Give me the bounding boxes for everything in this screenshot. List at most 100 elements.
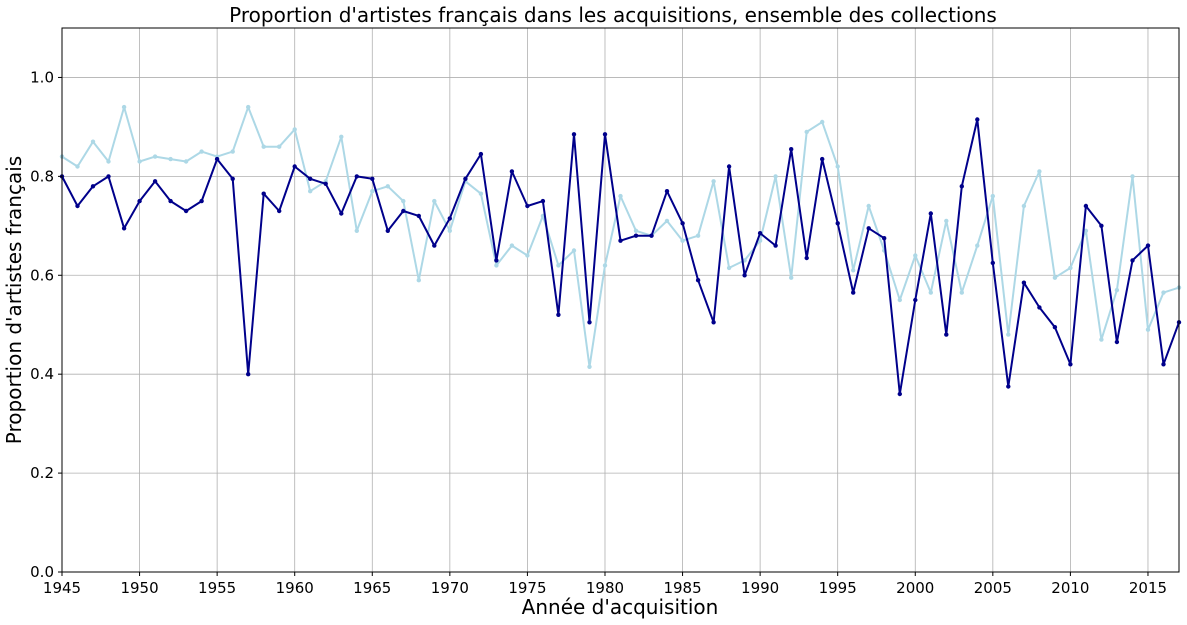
data-point	[401, 198, 406, 204]
data-point	[106, 159, 111, 164]
data-point	[121, 226, 127, 231]
data-point	[1099, 337, 1104, 342]
data-point	[152, 154, 158, 159]
data-point	[975, 117, 980, 122]
data-point	[773, 174, 778, 179]
data-point	[789, 147, 794, 152]
data-point	[789, 275, 794, 280]
data-point	[990, 193, 995, 199]
data-point	[711, 320, 716, 325]
data-point	[494, 263, 499, 268]
data-point	[261, 191, 266, 196]
data-point	[525, 253, 530, 258]
data-point	[1006, 384, 1011, 389]
data-point	[944, 218, 949, 224]
chart-title: Proportion d'artistes français dans les …	[229, 3, 997, 27]
data-point	[633, 233, 639, 238]
y-tick-label: 1.0	[30, 68, 54, 86]
data-point	[944, 332, 949, 337]
data-point	[959, 290, 964, 295]
data-point	[121, 104, 127, 110]
data-point	[1161, 290, 1166, 295]
data-point	[587, 320, 592, 325]
data-point	[230, 149, 235, 154]
data-point	[385, 228, 390, 233]
data-point	[1021, 280, 1027, 285]
data-point	[851, 290, 856, 295]
data-point	[664, 218, 670, 224]
data-point	[75, 203, 80, 209]
data-point	[1037, 305, 1042, 310]
x-tick-label: 1995	[819, 579, 857, 597]
data-point	[168, 198, 173, 204]
data-point	[556, 263, 561, 268]
data-point	[757, 238, 763, 243]
x-tick-label: 2005	[974, 579, 1012, 597]
data-point	[1130, 258, 1135, 263]
series-line	[61, 118, 1180, 395]
data-point	[199, 198, 204, 204]
data-point	[246, 104, 251, 110]
data-point	[183, 159, 189, 164]
x-tick-label: 2015	[1129, 579, 1167, 597]
data-point	[820, 119, 825, 125]
data-point	[1145, 243, 1151, 248]
x-tick-label: 1975	[508, 579, 546, 597]
y-axis-label: Proportion d'artistes français	[2, 156, 26, 444]
data-point	[1130, 174, 1135, 179]
x-axis: 1945 1950 1955 1960 1965 1970 1975 1980 1985 1990…	[43, 572, 1167, 597]
data-point	[540, 198, 546, 204]
data-point	[1161, 362, 1166, 367]
data-point	[975, 243, 980, 248]
x-tick-label: 1970	[431, 579, 469, 597]
plot-frame	[61, 27, 1180, 573]
data-point	[370, 176, 375, 181]
data-point	[339, 211, 344, 216]
data-point	[649, 233, 654, 238]
data-point	[851, 268, 856, 273]
data-point	[168, 156, 173, 162]
data-point	[804, 255, 809, 261]
data-point	[711, 179, 716, 184]
data-point	[478, 191, 484, 196]
y-tick-label: 0.4	[30, 365, 54, 383]
data-point	[447, 216, 452, 221]
data-point	[556, 312, 561, 317]
data-point	[1052, 325, 1058, 330]
y-tick-label: 0.2	[30, 464, 54, 482]
data-point	[633, 228, 639, 233]
data-point	[106, 174, 111, 179]
data-point	[509, 169, 515, 174]
data-point	[959, 184, 964, 189]
y-axis: 0.0 0.2 0.4 0.6 0.8 1.0	[30, 68, 62, 581]
data-point	[277, 144, 282, 149]
data-point	[1083, 228, 1089, 233]
data-point	[773, 243, 778, 248]
data-point	[339, 134, 344, 139]
data-point	[1021, 203, 1027, 209]
data-point	[695, 233, 701, 238]
x-tick-label: 1955	[198, 579, 236, 597]
data-point	[416, 278, 421, 283]
y-tick-label: 0.8	[30, 167, 54, 185]
grid	[61, 28, 1179, 573]
data-point	[90, 184, 96, 189]
data-point	[618, 193, 623, 199]
data-point	[494, 258, 499, 263]
data-point	[928, 290, 933, 295]
data-point	[308, 189, 313, 194]
data-point	[152, 179, 158, 184]
data-point	[587, 364, 592, 369]
x-tick-label: 1990	[741, 579, 779, 597]
data-point	[401, 208, 406, 214]
data-point	[866, 226, 871, 231]
x-tick-label: 1950	[120, 579, 158, 597]
data-point	[354, 228, 359, 233]
x-tick-label: 1980	[586, 579, 624, 597]
data-point	[618, 238, 623, 243]
data-point	[680, 221, 685, 226]
data-point	[1099, 223, 1104, 228]
data-point	[90, 139, 96, 144]
data-point	[913, 253, 918, 258]
data-point	[432, 198, 437, 204]
